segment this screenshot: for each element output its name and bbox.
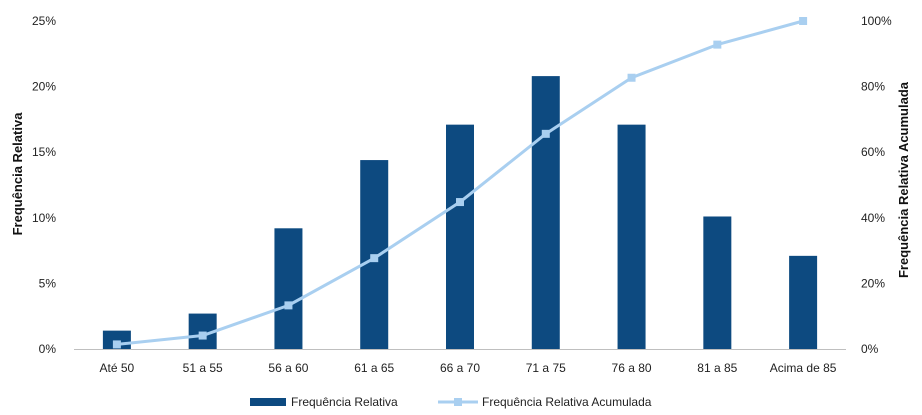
right-axis-title: Frequência Relativa Acumulada (896, 81, 911, 278)
left-axis-tick-label: 5% (39, 276, 57, 290)
bar (274, 228, 303, 349)
x-axis-tick-label: 81 a 85 (697, 361, 737, 375)
bar (617, 124, 646, 349)
cumulative-point (541, 129, 550, 138)
cumulative-point (713, 40, 722, 49)
x-axis-tick-label: 71 a 75 (526, 361, 566, 375)
right-axis-tick-label: 60% (861, 145, 885, 159)
x-axis-tick-label: 56 a 60 (268, 361, 308, 375)
right-axis-tick-label: 20% (861, 276, 885, 290)
cumulative-point (370, 254, 379, 263)
bars (102, 76, 818, 349)
cumulative-line (112, 17, 808, 349)
x-axis-tick-label: Até 50 (100, 361, 135, 375)
left-axis-tick-label: 25% (32, 14, 56, 28)
right-axis-tick-label: 80% (861, 80, 885, 94)
left-axis: 0% 5% 10% 15% 20% 25% (32, 14, 56, 356)
bar (789, 255, 818, 349)
right-axis-tick-label: 40% (861, 211, 885, 225)
cumulative-point (627, 73, 636, 82)
bar (446, 124, 474, 349)
legend-label-line: Frequência Relativa Acumulada (482, 395, 652, 409)
x-axis-tick-label: 61 a 65 (354, 361, 394, 375)
bar (531, 76, 560, 349)
cumulative-point (198, 331, 207, 340)
x-axis-tick-label: 66 a 70 (440, 361, 480, 375)
left-axis-tick-label: 15% (32, 145, 56, 159)
x-axis-tick-label: Acima de 85 (770, 361, 837, 375)
right-axis-tick-label: 100% (861, 14, 892, 28)
left-axis-tick-label: 0% (39, 342, 57, 356)
cumulative-point (456, 198, 464, 207)
x-axis: Até 50 51 a 55 56 a 60 61 a 65 66 a 70 71 a 7… (74, 349, 846, 375)
cumulative-point (284, 301, 293, 310)
legend-label-bar: Frequência Relativa (291, 395, 398, 409)
cumulative-point (799, 17, 808, 25)
x-axis-tick-label: 76 a 80 (612, 361, 652, 375)
legend: Frequência Relativa Frequência Relativa … (250, 395, 652, 409)
left-axis-tick-label: 10% (32, 211, 56, 225)
right-axis: 0% 20% 40% 60% 80% 100% (861, 14, 892, 356)
left-axis-tick-label: 20% (32, 80, 56, 94)
legend-swatch-bar (250, 398, 286, 406)
bar (703, 216, 732, 349)
right-axis-tick-label: 0% (861, 342, 879, 356)
cumulative-point (112, 340, 121, 349)
legend-swatch-marker (454, 398, 462, 406)
x-axis-tick-label: 51 a 55 (183, 361, 223, 375)
left-axis-title: Frequência Relativa (10, 112, 25, 236)
